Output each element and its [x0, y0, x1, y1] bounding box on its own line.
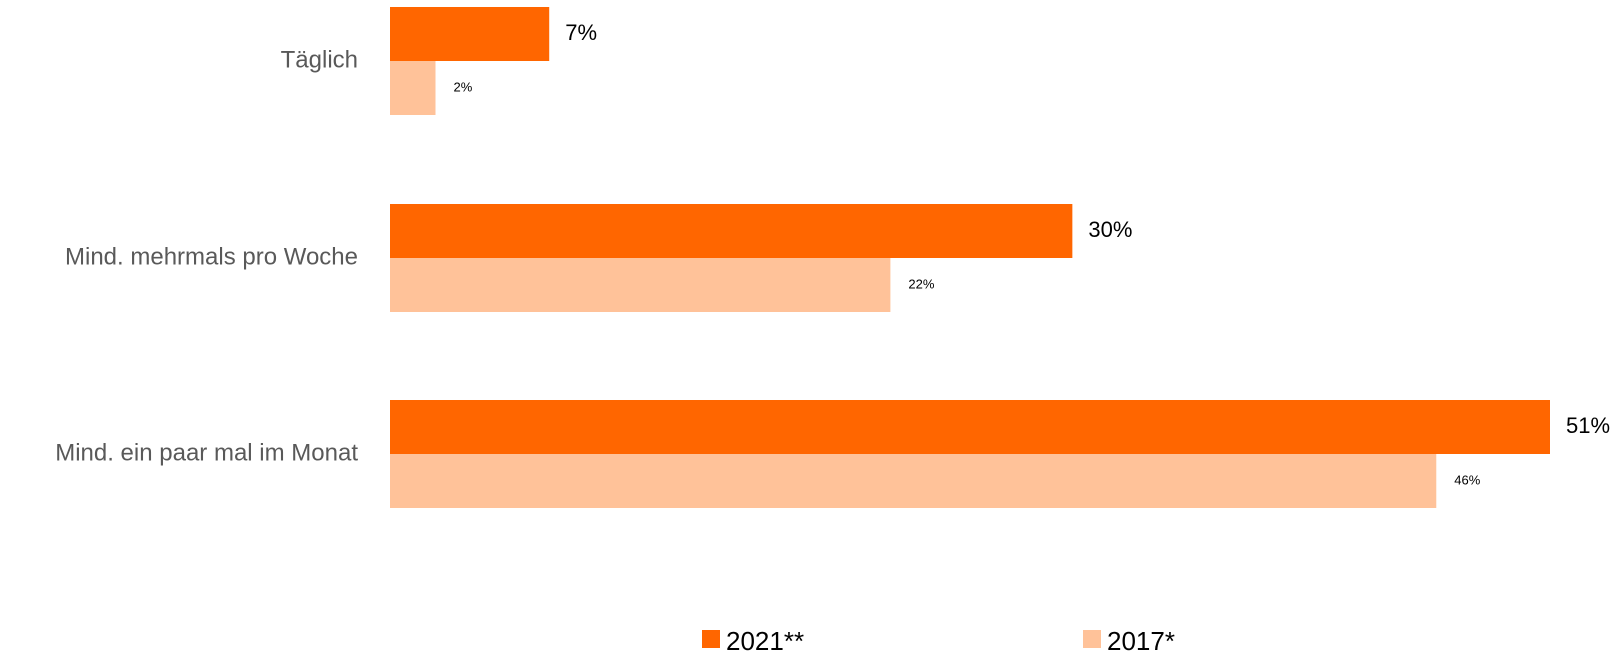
bar-2021-mind-mehrmals-pro-woche: [390, 204, 1073, 258]
value-labels: 7% 2% 30% 22% 51% 46%: [453, 20, 1610, 488]
data-label-2017-mind-mehrmals-pro-woche: 22%: [908, 276, 934, 291]
bar-2021-mind-ein-paar-mal-im-monat: [390, 400, 1550, 454]
category-label-täglich: Täglich: [281, 46, 358, 73]
data-label-2021-mind-mehrmals-pro-woche: 30%: [1088, 217, 1132, 242]
bar-2017-täglich: [390, 61, 436, 115]
legend-swatch-2017: [1083, 630, 1101, 648]
bar-2017-mind-ein-paar-mal-im-monat: [390, 454, 1437, 508]
category-label-mind-mehrmals-pro-woche: Mind. mehrmals pro Woche: [65, 243, 358, 270]
data-label-2021-täglich: 7%: [565, 20, 597, 45]
bar-2017-mind-mehrmals-pro-woche: [390, 258, 891, 312]
bar-2021-täglich: [390, 7, 550, 61]
data-label-2021-mind-ein-paar-mal-im-monat: 51%: [1566, 413, 1610, 438]
category-label-mind-ein-paar-mal-im-monat: Mind. ein paar mal im Monat: [55, 439, 358, 466]
bars: [390, 7, 1550, 508]
category-labels: Täglich Mind. mehrmals pro Woche Mind. ein…: [55, 46, 358, 466]
data-label-2017-täglich: 2%: [453, 79, 472, 94]
legend: 2021** 2017*: [702, 626, 1175, 656]
legend-label-2021: 2021**: [726, 626, 804, 656]
legend-swatch-2021: [702, 630, 720, 648]
data-label-2017-mind-ein-paar-mal-im-monat: 46%: [1454, 472, 1480, 487]
legend-label-2017: 2017*: [1107, 626, 1175, 656]
